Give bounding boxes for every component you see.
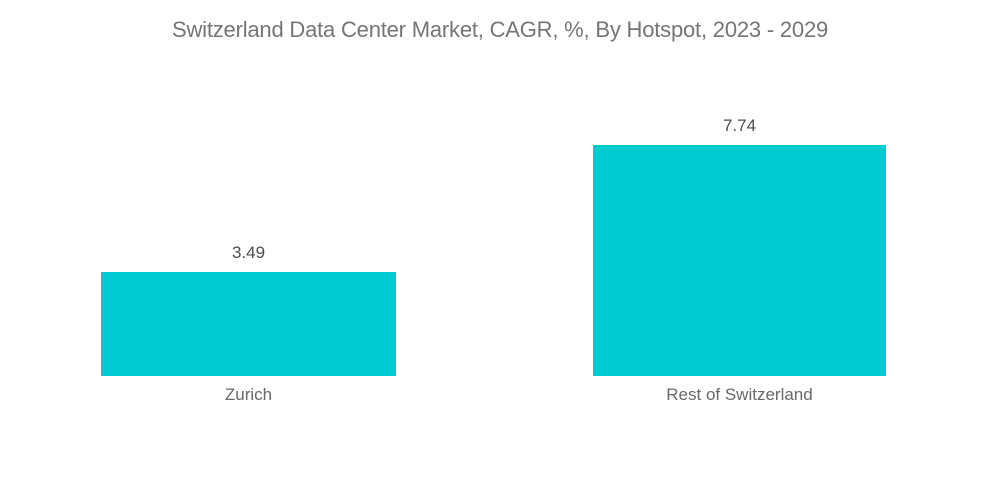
bar-rest-of-switzerland (593, 145, 886, 376)
bar-zurich (101, 272, 396, 376)
chart-title: Switzerland Data Center Market, CAGR, %,… (171, 17, 829, 42)
category-label: Rest of Switzerland (666, 385, 813, 404)
value-label: 3.49 (231, 243, 266, 262)
category-label: Zurich (224, 385, 273, 404)
value-label: 7.74 (722, 116, 757, 135)
